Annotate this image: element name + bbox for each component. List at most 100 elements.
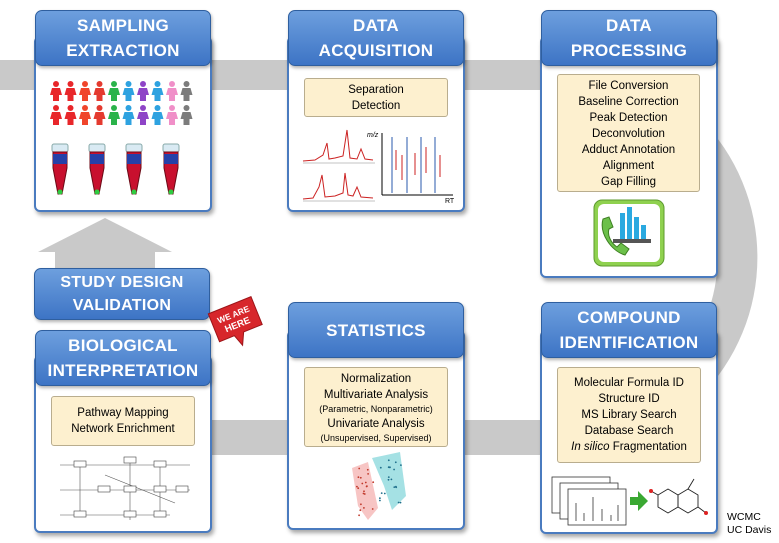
scatter-point bbox=[360, 503, 362, 506]
sample-tube-icon bbox=[162, 143, 180, 195]
scatter-point bbox=[367, 473, 369, 475]
person-icon bbox=[166, 105, 178, 125]
pathway-map-image bbox=[60, 456, 190, 520]
acquisition-item: Detection bbox=[351, 100, 401, 112]
credit-line-2: UC Davis bbox=[727, 524, 772, 536]
scatter-point bbox=[394, 461, 397, 464]
arrow-right-icon bbox=[630, 491, 648, 511]
scatter-point bbox=[379, 466, 382, 469]
scatter-point bbox=[356, 485, 358, 488]
scatter-point bbox=[363, 490, 365, 493]
scatter-point bbox=[358, 467, 361, 470]
upward-arrow bbox=[38, 218, 172, 275]
statistics-item: (Parametric, Nonparametric) bbox=[319, 404, 433, 414]
person-icon bbox=[108, 105, 120, 125]
scatter-point bbox=[371, 508, 374, 510]
person-icon bbox=[137, 105, 149, 125]
acquisition-list: Separation Detection bbox=[304, 78, 448, 117]
compound-list: Molecular Formula ID Structure ID MS Lib… bbox=[557, 367, 701, 463]
scatter-point bbox=[387, 478, 390, 481]
scatter-point bbox=[357, 476, 360, 479]
person-icon bbox=[108, 81, 120, 101]
processing-title-1: DATA bbox=[606, 16, 652, 35]
credit: WCMC UC Davis bbox=[727, 511, 771, 537]
scatter-point bbox=[383, 492, 386, 495]
scatter-point bbox=[379, 499, 381, 502]
processing-item: File Conversion bbox=[588, 80, 669, 92]
processing-header: DATA PROCESSING bbox=[541, 10, 717, 66]
sample-tubes bbox=[51, 143, 180, 195]
sampling-title-2: EXTRACTION bbox=[66, 41, 180, 60]
scatter-point bbox=[387, 476, 390, 478]
person-icon bbox=[50, 81, 62, 101]
biological-list: Pathway Mapping Network Enrichment bbox=[51, 396, 195, 446]
biological-title-2: INTERPRETATION bbox=[47, 361, 199, 380]
processing-item: Peak Detection bbox=[589, 112, 668, 124]
statistics-item: Univariate Analysis bbox=[327, 418, 425, 430]
person-icon bbox=[122, 105, 135, 125]
study-design-title-1: STUDY DESIGN bbox=[60, 274, 184, 291]
compound-item: In silico Fragmentation bbox=[571, 441, 687, 453]
scatter-point bbox=[361, 482, 364, 485]
scatter-point bbox=[364, 481, 367, 484]
scatter-point bbox=[387, 459, 390, 462]
person-icon bbox=[122, 81, 135, 101]
statistics-item: Normalization bbox=[340, 373, 412, 385]
scatter-point bbox=[362, 492, 365, 495]
acquisition-title-1: DATA bbox=[353, 16, 399, 35]
data-processing-icon bbox=[593, 199, 665, 267]
person-icon bbox=[151, 105, 164, 125]
scatter-point bbox=[372, 481, 375, 484]
statistics-header: STATISTICS bbox=[288, 302, 464, 358]
processing-item: Gap Filling bbox=[601, 176, 656, 188]
person-icon bbox=[151, 81, 164, 101]
processing-item: Baseline Correction bbox=[578, 96, 679, 108]
person-icon bbox=[93, 81, 106, 101]
sample-tube-icon bbox=[125, 143, 143, 195]
study-design-title-2: VALIDATION bbox=[72, 297, 172, 314]
chromatogram-image: m/z RT bbox=[302, 129, 455, 205]
processing-item: Adduct Annotation bbox=[581, 144, 676, 156]
statistics-list: Normalization Multivariate Analysis (Par… bbox=[304, 367, 448, 447]
person-icon bbox=[64, 105, 77, 125]
scatter-point bbox=[397, 501, 400, 504]
person-icon bbox=[180, 105, 193, 125]
scatter-point bbox=[358, 514, 360, 517]
statistics-item: (Unsupervised, Supervised) bbox=[320, 433, 432, 443]
biological-title-1: BIOLOGICAL bbox=[68, 336, 178, 355]
person-icon bbox=[50, 105, 62, 125]
acquisition-item: Separation bbox=[348, 84, 404, 96]
person-icon bbox=[79, 81, 91, 101]
compound-header: COMPOUND IDENTIFICATION bbox=[541, 302, 717, 358]
scatter-point bbox=[380, 492, 383, 494]
scatter-point bbox=[359, 476, 362, 479]
we-are-here-badge: WE ARE HERE bbox=[207, 295, 263, 347]
acquisition-header: DATA ACQUISITION bbox=[288, 10, 464, 66]
person-icon bbox=[79, 105, 91, 125]
scatter-point bbox=[366, 468, 369, 471]
compound-item: Database Search bbox=[584, 425, 674, 437]
scatter-point bbox=[359, 509, 362, 512]
scatter-point bbox=[366, 485, 368, 487]
processing-item: Alignment bbox=[602, 160, 655, 172]
sample-tube-icon bbox=[51, 143, 69, 195]
credit-line-1: WCMC bbox=[727, 511, 761, 523]
scatter-point bbox=[395, 485, 397, 488]
biological-item: Network Enrichment bbox=[71, 423, 175, 435]
person-icon bbox=[180, 81, 193, 101]
compound-item: MS Library Search bbox=[581, 409, 677, 421]
biological-header: BIOLOGICAL INTERPRETATION bbox=[35, 330, 211, 386]
scatter-point bbox=[357, 487, 360, 490]
chromatogram-x-label: RT bbox=[445, 198, 455, 205]
study-design-header: STUDY DESIGN VALIDATION bbox=[34, 268, 210, 320]
people-figures bbox=[50, 81, 193, 125]
chromatogram-y-label: m/z bbox=[367, 132, 379, 139]
person-icon bbox=[137, 81, 149, 101]
sample-tube-icon bbox=[88, 143, 106, 195]
scatter-point bbox=[393, 468, 395, 471]
scatter-point bbox=[400, 464, 402, 466]
scatter-point bbox=[390, 478, 393, 481]
person-icon bbox=[93, 105, 106, 125]
spectra-to-structure-image bbox=[551, 476, 708, 526]
person-icon bbox=[64, 81, 77, 101]
